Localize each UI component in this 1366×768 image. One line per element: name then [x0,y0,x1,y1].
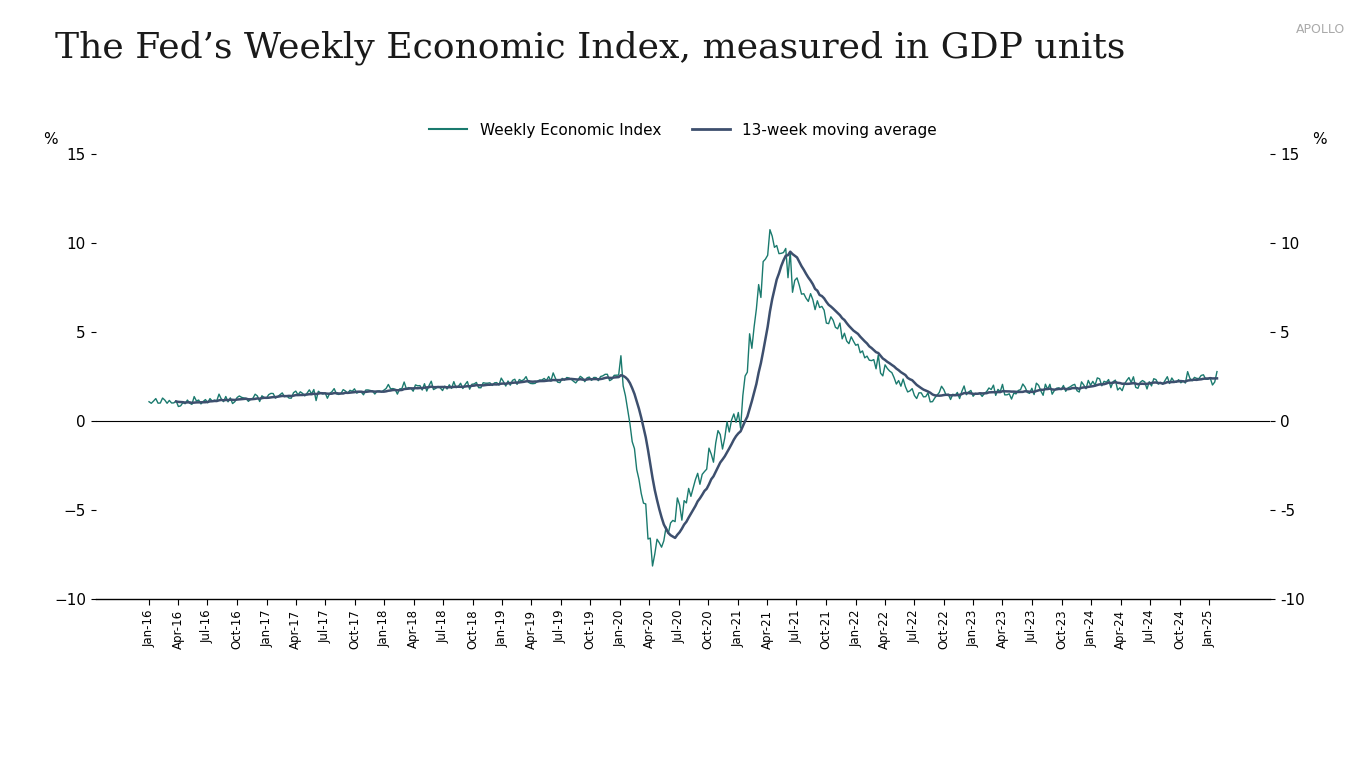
Line: Weekly Economic Index: Weekly Economic Index [149,230,1217,566]
Text: The Fed’s Weekly Economic Index, measured in GDP units: The Fed’s Weekly Economic Index, measure… [55,31,1126,65]
Legend: Weekly Economic Index, 13-week moving average: Weekly Economic Index, 13-week moving av… [423,117,943,144]
Line: 13-week moving average: 13-week moving average [176,252,1217,538]
Text: %: % [1313,132,1326,147]
Text: %: % [42,132,57,147]
Text: APOLLO: APOLLO [1296,23,1346,36]
